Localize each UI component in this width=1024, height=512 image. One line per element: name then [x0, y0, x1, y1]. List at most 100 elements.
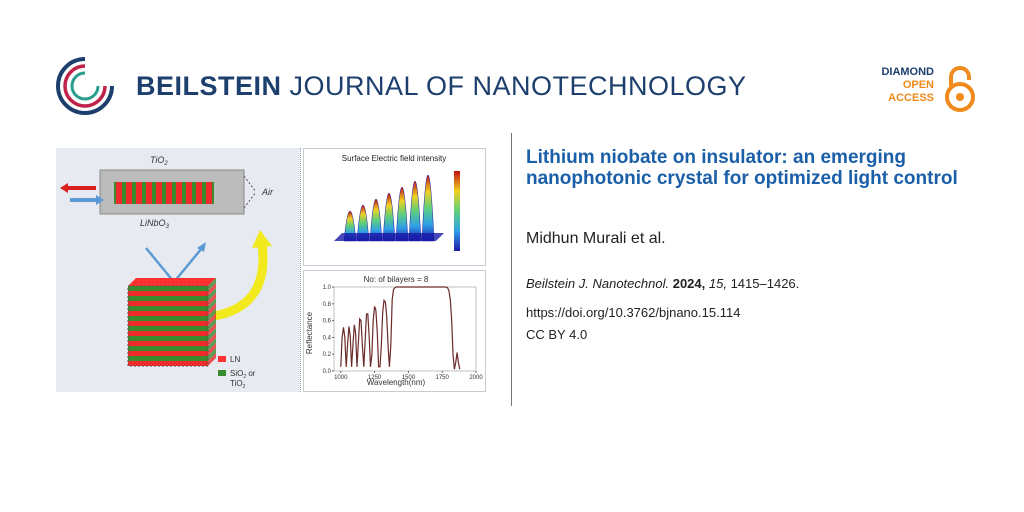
stack-layer-front	[128, 331, 208, 336]
stack-layer-side	[208, 318, 216, 331]
stack-layer-side	[208, 308, 216, 321]
waveguide-stripe	[156, 182, 162, 204]
schematic-figure: Air TiO2 LiNbO3 LN SiO2 or TiO2	[60, 155, 274, 390]
stack-layer-front	[128, 316, 208, 321]
citation-journal: Beilstein J. Nanotechnol.	[526, 276, 670, 291]
field-peak	[408, 181, 422, 242]
waveguide-stripe	[116, 182, 122, 204]
waveguide-stripe	[206, 182, 212, 204]
y-tick-label: 0.0	[323, 369, 332, 375]
reflectance-chart: No: of bilayers = 8 Wavelength(nm) Refle…	[305, 275, 483, 387]
article-citation: Beilstein J. Nanotechnol. 2024, 15, 1415…	[526, 276, 799, 291]
stack-layer-side	[208, 333, 216, 346]
stack-layers	[127, 278, 216, 367]
stack-top-face	[128, 278, 216, 286]
stack-layer-side	[208, 353, 216, 366]
legend-sio2-label: SiO2 or	[230, 369, 256, 380]
oa-diamond-text: DIAMOND	[881, 66, 934, 78]
y-axis-label: Reflectance	[305, 311, 314, 354]
beilstein-logo-icon	[56, 57, 114, 115]
journal-title: BEILSTEIN JOURNAL OF NANOTECHNOLOGY	[136, 71, 747, 102]
stack-layer-side	[208, 343, 216, 356]
x-tick-label: 1500	[402, 375, 416, 381]
field-intensity-plot: Surface Electric field intensity	[334, 154, 460, 251]
open-access-badge: DIAMOND OPEN ACCESS	[868, 66, 978, 112]
reflected-beam	[173, 247, 203, 283]
open-access-label: DIAMOND OPEN ACCESS	[881, 66, 934, 105]
waveguide-stripes	[116, 182, 212, 204]
field-base	[334, 233, 444, 241]
waveguide-stripe	[186, 182, 192, 204]
y-tick-label: 1.0	[323, 285, 332, 291]
stack-outline	[127, 285, 209, 367]
y-tick-label: 0.6	[323, 319, 332, 325]
stack-layer-side	[208, 293, 216, 306]
field-plot-title: Surface Electric field intensity	[342, 154, 447, 163]
article-authors: Midhun Murali et al.	[526, 230, 666, 247]
field-peaks	[334, 174, 444, 242]
open-lock-icon	[945, 66, 975, 112]
stack-layer-front	[128, 286, 208, 291]
stack-layer-front	[128, 351, 208, 356]
stack-layer-side	[208, 288, 216, 301]
stack-layer-front	[128, 311, 208, 316]
y-tick-label: 0.8	[323, 302, 332, 308]
stack-layer-side	[208, 323, 216, 336]
waveguide-stripe	[126, 182, 132, 204]
legend-tio2-label: TiO2	[230, 379, 246, 390]
citation-volume: 15,	[708, 276, 727, 291]
license-label: CC BY 4.0	[526, 327, 588, 342]
stack-layer-front	[128, 346, 208, 351]
stack-layer-front	[128, 301, 208, 306]
stack-layer-side	[208, 348, 216, 361]
journal-name-bold: BEILSTEIN	[136, 71, 282, 101]
x-axis-label: Wavelength(nm)	[367, 378, 426, 387]
y-tick-label: 0.2	[323, 352, 332, 358]
vertical-divider	[511, 133, 512, 406]
stack-layer-front	[128, 361, 208, 366]
linbo3-label: LiNbO3	[140, 218, 170, 230]
schematic-panel: Air TiO2 LiNbO3 LN SiO2 or TiO2	[56, 148, 300, 392]
citation-pages: 1415–1426.	[726, 276, 800, 291]
stack-layer-front	[128, 321, 208, 326]
waveguide-stripe	[196, 182, 202, 204]
waveguide-stripe	[146, 182, 152, 204]
stack-layer-front	[128, 336, 208, 341]
incident-arrow-head	[96, 195, 104, 205]
x-tick-label: 1000	[334, 375, 348, 381]
chart-title: No: of bilayers = 8	[364, 275, 429, 284]
stack-layer-side	[208, 313, 216, 326]
reflectance-panel: No: of bilayers = 8 Wavelength(nm) Refle…	[303, 270, 486, 392]
stack-layer-side	[208, 278, 216, 291]
reflectance-series-line	[340, 286, 461, 370]
x-tick-label: 2000	[469, 375, 483, 381]
oa-open-text: OPEN	[902, 79, 934, 91]
field-peak	[395, 187, 409, 242]
yellow-arrow-head	[252, 230, 272, 248]
tio2-top-label: TiO2	[150, 155, 168, 167]
legend-ln-label: LN	[230, 355, 240, 364]
legend-ln-swatch	[218, 356, 226, 362]
stack-layer-side	[208, 303, 216, 316]
stack-layer-side	[208, 338, 216, 351]
legend-sio2-swatch	[218, 370, 226, 376]
citation-year: 2024,	[672, 276, 706, 291]
stack-layer-side	[208, 298, 216, 311]
doi-link[interactable]: https://doi.org/10.3762/bjnano.15.114	[526, 305, 741, 320]
yellow-arrow	[213, 243, 268, 321]
waveguide-stripe	[166, 182, 172, 204]
colorbar	[454, 171, 460, 251]
y-tick-label: 0.4	[323, 335, 332, 341]
reflected-arrow-head	[60, 183, 68, 193]
waveguide-stripe	[136, 182, 142, 204]
stack-layer-side	[208, 283, 216, 296]
stack-layer-front	[128, 306, 208, 311]
incident-beam	[145, 247, 175, 283]
air-label: Air	[261, 187, 274, 197]
waveguide-stripe	[176, 182, 182, 204]
stack-layer-front	[128, 291, 208, 296]
graphical-abstract: Air TiO2 LiNbO3 LN SiO2 or TiO2	[56, 148, 486, 392]
field-intensity-panel: Surface Electric field intensity	[303, 148, 486, 266]
stack-layer-front	[128, 296, 208, 301]
article-title: Lithium niobate on insulator: an emergin…	[526, 147, 958, 189]
